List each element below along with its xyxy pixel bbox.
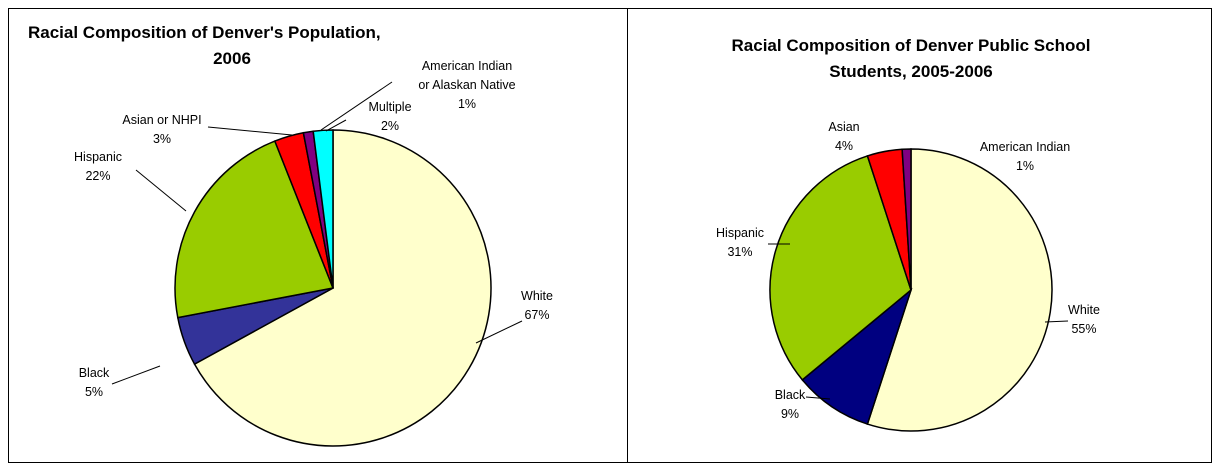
slice-percent-multiple: 2% <box>381 119 399 133</box>
slice-label-black: Black <box>79 366 110 380</box>
slice-label-hispanic: Hispanic <box>74 150 122 164</box>
slice-percent-american-indian: 1% <box>1016 159 1034 173</box>
pie-slice-american-indian <box>901 148 912 291</box>
slice-percent-white: 67% <box>524 308 549 322</box>
pie-slice-black <box>801 287 913 426</box>
pie-slice-hispanic <box>174 140 335 319</box>
slice-label-american-indian: American Indian <box>980 140 1070 154</box>
slice-percent-asian-or-nhpi: 3% <box>153 132 171 146</box>
leader-line-white <box>1044 320 1069 323</box>
slice-label-multiple: Multiple <box>368 100 411 114</box>
slice-label-hispanic: Hispanic <box>716 226 764 240</box>
pie-slice-white <box>193 129 492 447</box>
chart-title-line-2: 2006 <box>213 49 251 68</box>
pie-right: White 55% Black 9% Hispanic 31% Asian 4% America… <box>716 120 1100 432</box>
pie-slice-multiple <box>312 129 334 289</box>
pie-slice-hispanic <box>769 154 912 381</box>
slice-label-white: White <box>1068 303 1100 317</box>
pie-slice-white <box>866 148 1053 432</box>
slice-percent-hispanic: 31% <box>727 245 752 259</box>
leader-line-hispanic <box>135 169 187 212</box>
leader-line-black <box>805 396 831 400</box>
leader-line-asian-or-nhpi <box>207 126 293 136</box>
slice-label-black: Black <box>775 388 806 402</box>
pie-left: White 67% Black 5% Hispanic 22% Asian or NHPI 3… <box>74 59 553 447</box>
slice-label-asian: Asian <box>828 120 859 134</box>
slice-percent-asian: 4% <box>835 139 853 153</box>
slice-label-american-indian: or Alaskan Native <box>418 78 515 92</box>
chart-title-line-1: Racial Composition of Denver Public Scho… <box>732 36 1091 55</box>
chart-title-line-1: Racial Composition of Denver's Populatio… <box>28 23 381 42</box>
leader-line-american-indian <box>320 81 393 131</box>
slice-label-white: White <box>521 289 553 303</box>
slice-percent-hispanic: 22% <box>85 169 110 183</box>
slice-label-asian-or-nhpi: Asian or NHPI <box>122 113 201 127</box>
leader-line-white <box>475 320 523 344</box>
chart-title-line-2: Students, 2005-2006 <box>829 62 992 81</box>
slice-percent-black: 5% <box>85 385 103 399</box>
slice-percent-american-indian: 1% <box>458 97 476 111</box>
leader-line-multiple <box>325 119 347 132</box>
slice-percent-white: 55% <box>1071 322 1096 336</box>
slice-percent-black: 9% <box>781 407 799 421</box>
slice-label-american-indian: American Indian <box>422 59 512 73</box>
leader-line-black <box>111 365 161 385</box>
